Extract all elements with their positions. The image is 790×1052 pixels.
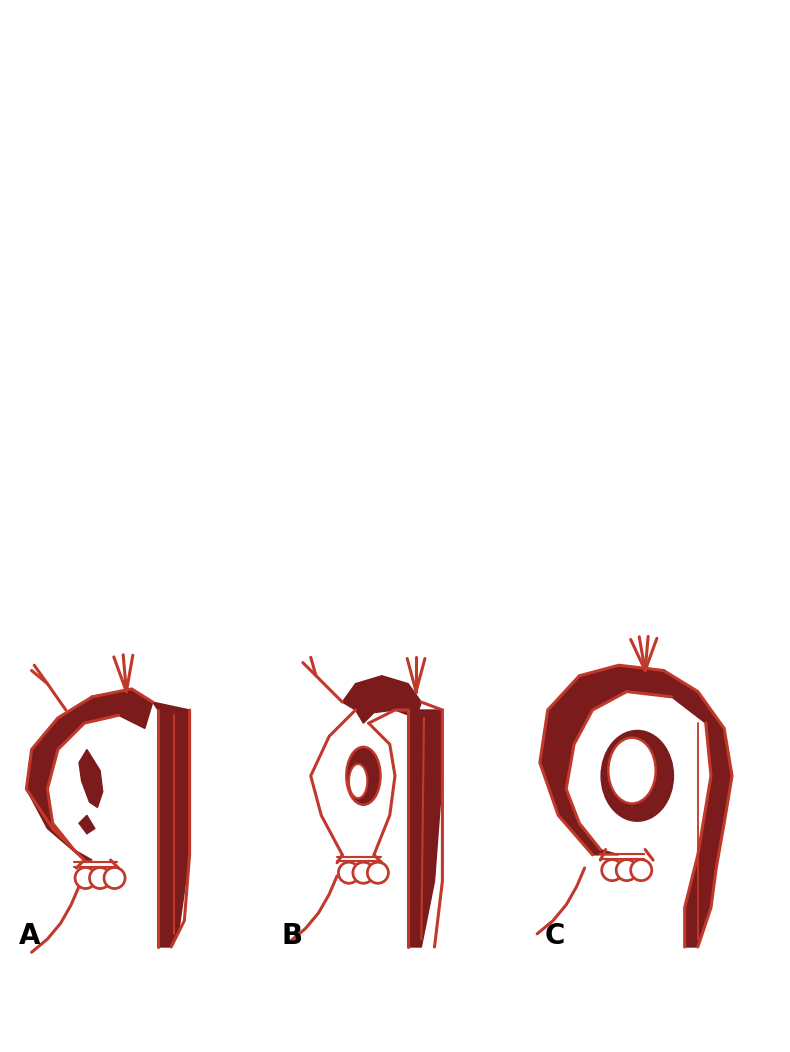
Polygon shape	[540, 665, 732, 947]
Circle shape	[338, 863, 359, 884]
Circle shape	[630, 859, 652, 881]
Circle shape	[616, 859, 638, 881]
Polygon shape	[342, 675, 421, 723]
Polygon shape	[152, 702, 190, 947]
Polygon shape	[26, 689, 152, 861]
Circle shape	[367, 863, 389, 884]
Text: B: B	[282, 922, 303, 950]
Circle shape	[353, 863, 374, 884]
Ellipse shape	[608, 737, 656, 804]
Circle shape	[75, 868, 96, 889]
Polygon shape	[585, 710, 679, 850]
Polygon shape	[66, 728, 126, 850]
Ellipse shape	[600, 730, 674, 822]
Circle shape	[602, 859, 623, 881]
Text: A: A	[18, 922, 40, 950]
Ellipse shape	[346, 747, 381, 805]
Ellipse shape	[349, 764, 367, 798]
Text: C: C	[545, 922, 566, 950]
Polygon shape	[408, 710, 442, 947]
Circle shape	[104, 868, 125, 889]
Polygon shape	[310, 710, 395, 855]
Circle shape	[89, 868, 111, 889]
Polygon shape	[79, 749, 103, 808]
Polygon shape	[79, 815, 95, 834]
